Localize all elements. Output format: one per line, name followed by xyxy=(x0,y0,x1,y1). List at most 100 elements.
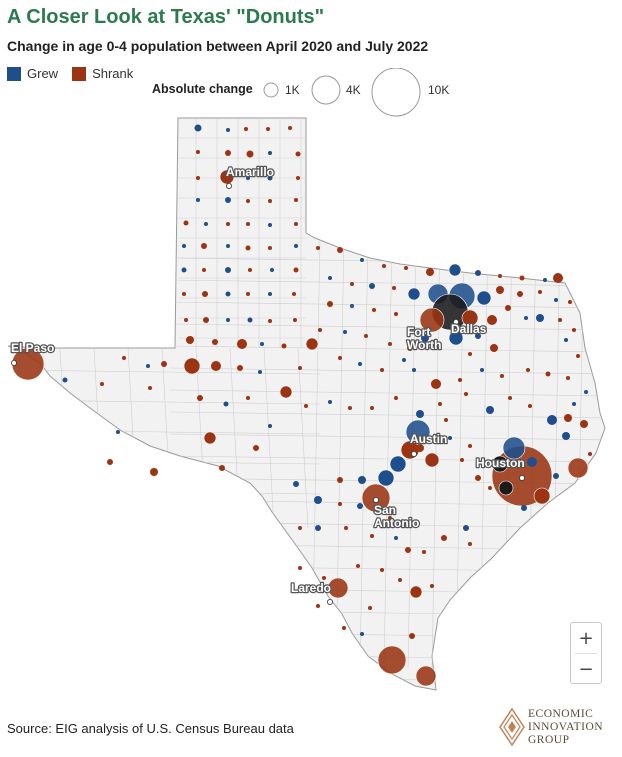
county-marker[interactable] xyxy=(294,244,298,248)
county-marker[interactable] xyxy=(484,462,488,466)
county-marker[interactable] xyxy=(358,362,362,366)
county-marker[interactable] xyxy=(337,247,343,253)
county-marker[interactable] xyxy=(356,564,360,568)
county-marker[interactable] xyxy=(344,526,348,530)
county-marker[interactable] xyxy=(100,382,104,386)
county-marker[interactable] xyxy=(416,410,424,418)
county-marker[interactable] xyxy=(526,368,530,372)
county-marker[interactable] xyxy=(464,392,468,396)
county-marker[interactable] xyxy=(519,275,525,281)
county-marker[interactable] xyxy=(491,455,509,473)
county-marker[interactable] xyxy=(211,361,221,371)
county-marker[interactable] xyxy=(567,457,589,479)
texas-map[interactable]: Amarillo El Paso Fort Worth Dallas Austin Hous… xyxy=(0,108,622,708)
county-marker[interactable] xyxy=(348,406,352,410)
county-marker[interactable] xyxy=(568,300,572,304)
county-marker[interactable] xyxy=(360,258,364,262)
county-marker[interactable] xyxy=(370,534,374,538)
county-marker[interactable] xyxy=(476,290,492,306)
county-marker[interactable] xyxy=(183,220,189,226)
county-marker[interactable] xyxy=(226,318,230,322)
county-marker[interactable] xyxy=(527,457,537,467)
county-marker[interactable] xyxy=(181,267,187,273)
county-marker[interactable] xyxy=(430,584,434,588)
county-marker[interactable] xyxy=(223,401,229,407)
county-marker[interactable] xyxy=(412,368,416,372)
county-marker[interactable] xyxy=(298,566,302,570)
county-marker[interactable] xyxy=(431,379,441,389)
county-marker[interactable] xyxy=(305,337,319,351)
county-marker[interactable] xyxy=(260,342,264,346)
county-marker[interactable] xyxy=(444,418,448,422)
county-marker[interactable] xyxy=(184,318,188,322)
county-marker[interactable] xyxy=(201,243,207,249)
county-marker[interactable] xyxy=(293,318,297,322)
legend-item-grew[interactable]: Grew xyxy=(7,66,58,81)
county-marker[interactable] xyxy=(327,301,333,307)
county-marker[interactable] xyxy=(441,535,447,541)
county-marker[interactable] xyxy=(358,476,366,484)
county-marker[interactable] xyxy=(246,222,250,226)
county-marker[interactable] xyxy=(183,357,201,375)
county-marker[interactable] xyxy=(246,150,254,158)
county-marker[interactable] xyxy=(382,264,386,268)
county-marker[interactable] xyxy=(226,222,230,226)
county-marker[interactable] xyxy=(248,268,252,272)
county-marker[interactable] xyxy=(562,432,570,440)
county-marker[interactable] xyxy=(584,390,588,394)
county-marker[interactable] xyxy=(402,358,406,362)
county-marker[interactable] xyxy=(343,330,347,334)
county-marker[interactable] xyxy=(122,356,126,360)
county-marker[interactable] xyxy=(107,459,113,465)
county-marker[interactable] xyxy=(475,270,481,276)
county-marker[interactable] xyxy=(244,127,248,131)
county-marker[interactable] xyxy=(268,246,272,250)
county-marker[interactable] xyxy=(328,400,332,404)
county-marker[interactable] xyxy=(448,436,452,440)
county-marker[interactable] xyxy=(505,305,511,311)
county-marker[interactable] xyxy=(405,419,431,445)
county-marker[interactable] xyxy=(298,526,302,530)
county-marker[interactable] xyxy=(316,246,320,250)
county-marker[interactable] xyxy=(203,431,217,445)
county-marker[interactable] xyxy=(316,604,320,608)
county-marker[interactable] xyxy=(196,150,200,154)
county-marker[interactable] xyxy=(564,338,568,342)
county-marker[interactable] xyxy=(388,516,392,520)
county-marker[interactable] xyxy=(182,244,186,248)
county-marker[interactable] xyxy=(380,568,384,572)
county-marker[interactable] xyxy=(533,487,551,505)
county-marker[interactable] xyxy=(146,364,150,368)
county-marker[interactable] xyxy=(268,223,272,227)
county-marker[interactable] xyxy=(226,128,230,132)
county-marker[interactable] xyxy=(415,665,437,687)
county-marker[interactable] xyxy=(475,475,481,481)
county-marker[interactable] xyxy=(409,633,415,639)
county-marker[interactable] xyxy=(196,176,200,180)
county-marker[interactable] xyxy=(496,286,504,294)
county-marker[interactable] xyxy=(62,377,68,383)
county-marker[interactable] xyxy=(295,151,301,157)
county-marker[interactable] xyxy=(268,199,272,203)
county-marker[interactable] xyxy=(328,276,332,280)
county-marker[interactable] xyxy=(237,339,247,349)
county-marker[interactable] xyxy=(543,278,547,282)
county-marker[interactable] xyxy=(194,124,202,132)
county-marker[interactable] xyxy=(203,317,209,323)
county-marker[interactable] xyxy=(461,309,479,327)
county-marker[interactable] xyxy=(270,268,274,272)
county-marker[interactable] xyxy=(212,339,218,345)
county-marker[interactable] xyxy=(426,268,434,276)
county-marker[interactable] xyxy=(572,328,576,332)
county-marker[interactable] xyxy=(197,395,203,401)
county-marker[interactable] xyxy=(293,481,299,487)
county-marker[interactable] xyxy=(572,402,576,406)
county-marker[interactable] xyxy=(226,244,230,248)
county-marker[interactable] xyxy=(196,198,200,202)
county-marker[interactable] xyxy=(148,386,152,390)
county-marker[interactable] xyxy=(247,317,253,323)
county-marker[interactable] xyxy=(566,376,570,380)
county-marker[interactable] xyxy=(536,314,544,322)
county-marker[interactable] xyxy=(545,371,551,377)
county-marker[interactable] xyxy=(182,292,186,296)
